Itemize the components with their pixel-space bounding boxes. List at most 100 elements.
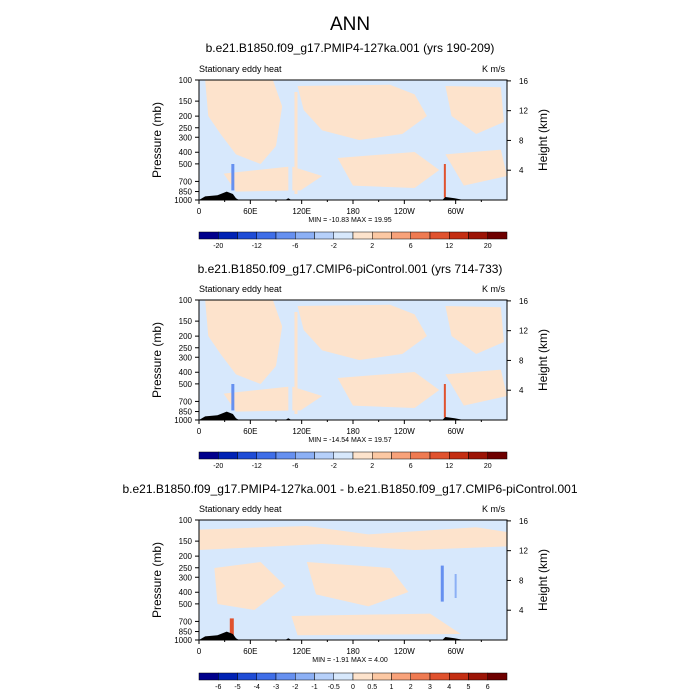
colorbar-box xyxy=(391,451,411,460)
colorbar-box xyxy=(237,672,257,681)
colorbar-box xyxy=(468,451,488,460)
colorbar-box xyxy=(275,451,296,460)
min-max-stats: MIN = -10.83 MAX = 19.95 xyxy=(308,217,391,224)
x-tick-label: 0 xyxy=(197,647,202,656)
colorbar-box xyxy=(468,231,488,240)
x-tick-label: 60E xyxy=(243,427,257,436)
y-tick-label: 1000 xyxy=(174,416,192,425)
colorbar-box xyxy=(352,672,373,681)
y-tick-label: 100 xyxy=(179,516,193,525)
field-region xyxy=(294,312,298,414)
field-region xyxy=(445,306,504,354)
field-region xyxy=(205,300,283,384)
colorbar-label: 1 xyxy=(390,684,394,691)
y-right-axis-label: Height (km) xyxy=(536,329,550,391)
colorbar-box xyxy=(218,231,238,240)
colorbar-box xyxy=(487,231,508,240)
colorbar-box xyxy=(256,672,277,681)
field-region xyxy=(443,384,446,418)
y-tick-label: 150 xyxy=(179,97,193,106)
colorbar-label: -0.5 xyxy=(328,684,340,691)
x-tick-label: 120W xyxy=(394,647,415,656)
units-label: K m/s xyxy=(482,64,506,74)
colorbar-label: 5 xyxy=(467,684,471,691)
topography xyxy=(442,197,464,200)
y-tick-label: 700 xyxy=(179,617,193,626)
panels: b.e21.B1850.f09_g17.PMIP4-127ka.001 (yrs… xyxy=(123,41,578,691)
panel-title: b.e21.B1850.f09_g17.PMIP4-127ka.001 (yrs… xyxy=(206,41,495,55)
field-region xyxy=(205,80,283,164)
colorbar-box xyxy=(333,451,354,460)
colorbar-label: -3 xyxy=(273,684,279,691)
colorbar-label: 0 xyxy=(351,684,355,691)
x-tick-label: 180 xyxy=(346,647,360,656)
colorbar-box xyxy=(410,672,431,681)
x-tick-label: 180 xyxy=(346,207,360,216)
y-right-tick-label: 4 xyxy=(519,606,524,615)
x-tick-label: 0 xyxy=(197,427,202,436)
x-tick-label: 60W xyxy=(447,207,464,216)
colorbar-box xyxy=(237,231,257,240)
y-right-tick-label: 12 xyxy=(519,547,528,556)
y-tick-label: 400 xyxy=(179,368,193,377)
y-right-tick-label: 16 xyxy=(519,517,528,526)
y-tick-label: 500 xyxy=(179,380,193,389)
colorbar-box xyxy=(275,231,296,240)
x-tick-label: 0 xyxy=(197,207,202,216)
min-max-stats: MIN = -14.54 MAX = 19.57 xyxy=(308,437,391,444)
colorbar-box xyxy=(295,672,315,681)
y-right-tick-label: 16 xyxy=(519,77,528,86)
colorbar-box xyxy=(218,451,238,460)
y-right-tick-label: 12 xyxy=(519,327,528,336)
colorbar-box xyxy=(372,672,392,681)
colorbar-box xyxy=(198,451,219,460)
field-region xyxy=(231,384,235,411)
y-tick-label: 300 xyxy=(179,353,193,362)
colorbar-box xyxy=(429,672,450,681)
colorbar-box xyxy=(429,451,450,460)
x-tick-label: 60W xyxy=(447,647,464,656)
field-region xyxy=(337,372,440,408)
colorbar-box xyxy=(372,451,392,460)
y-right-tick-label: 16 xyxy=(519,297,528,306)
x-tick-label: 120E xyxy=(292,207,311,216)
field-region xyxy=(443,164,446,198)
field-region xyxy=(214,562,286,610)
colorbar-label: 0.5 xyxy=(367,684,377,691)
y-tick-label: 1000 xyxy=(174,196,192,205)
colorbar-box xyxy=(487,451,508,460)
chart-panel-3: b.e21.B1850.f09_g17.PMIP4-127ka.001 - b.… xyxy=(123,482,578,691)
variable-label: Stationary eddy heat xyxy=(199,64,282,74)
colorbar-box xyxy=(314,672,334,681)
y-tick-label: 200 xyxy=(179,112,193,121)
y-right-tick-label: 8 xyxy=(519,356,524,365)
y-right-tick-label: 4 xyxy=(519,386,524,395)
panel-title: b.e21.B1850.f09_g17.PMIP4-127ka.001 - b.… xyxy=(123,482,578,496)
y-tick-label: 250 xyxy=(179,344,193,353)
colorbar-label: 3 xyxy=(428,684,432,691)
field-region xyxy=(231,164,235,191)
y-tick-label: 500 xyxy=(179,160,193,169)
colorbar-box xyxy=(391,672,411,681)
colorbar-box xyxy=(449,231,469,240)
chart-panel-2: b.e21.B1850.f09_g17.CMIP6-piControl.001 … xyxy=(150,262,550,470)
field-region xyxy=(306,562,409,607)
colorbar-box xyxy=(295,451,315,460)
colorbar-box xyxy=(333,672,354,681)
colorbar-box xyxy=(275,672,296,681)
topography xyxy=(199,631,240,640)
y-tick-label: 300 xyxy=(179,573,193,582)
chart-panel-1: b.e21.B1850.f09_g17.PMIP4-127ka.001 (yrs… xyxy=(150,41,550,250)
field-region xyxy=(223,386,323,412)
colorbar-box xyxy=(256,231,277,240)
colorbar-label: 2 xyxy=(370,463,374,470)
colorbar-box xyxy=(237,451,257,460)
topography xyxy=(199,411,240,420)
y-right-axis-label: Height (km) xyxy=(536,549,550,611)
colorbar-box xyxy=(198,672,219,681)
field-region xyxy=(445,149,507,186)
x-tick-label: 120E xyxy=(292,647,311,656)
x-tick-label: 60E xyxy=(243,207,257,216)
topography xyxy=(199,191,240,200)
colorbar-box xyxy=(333,231,354,240)
